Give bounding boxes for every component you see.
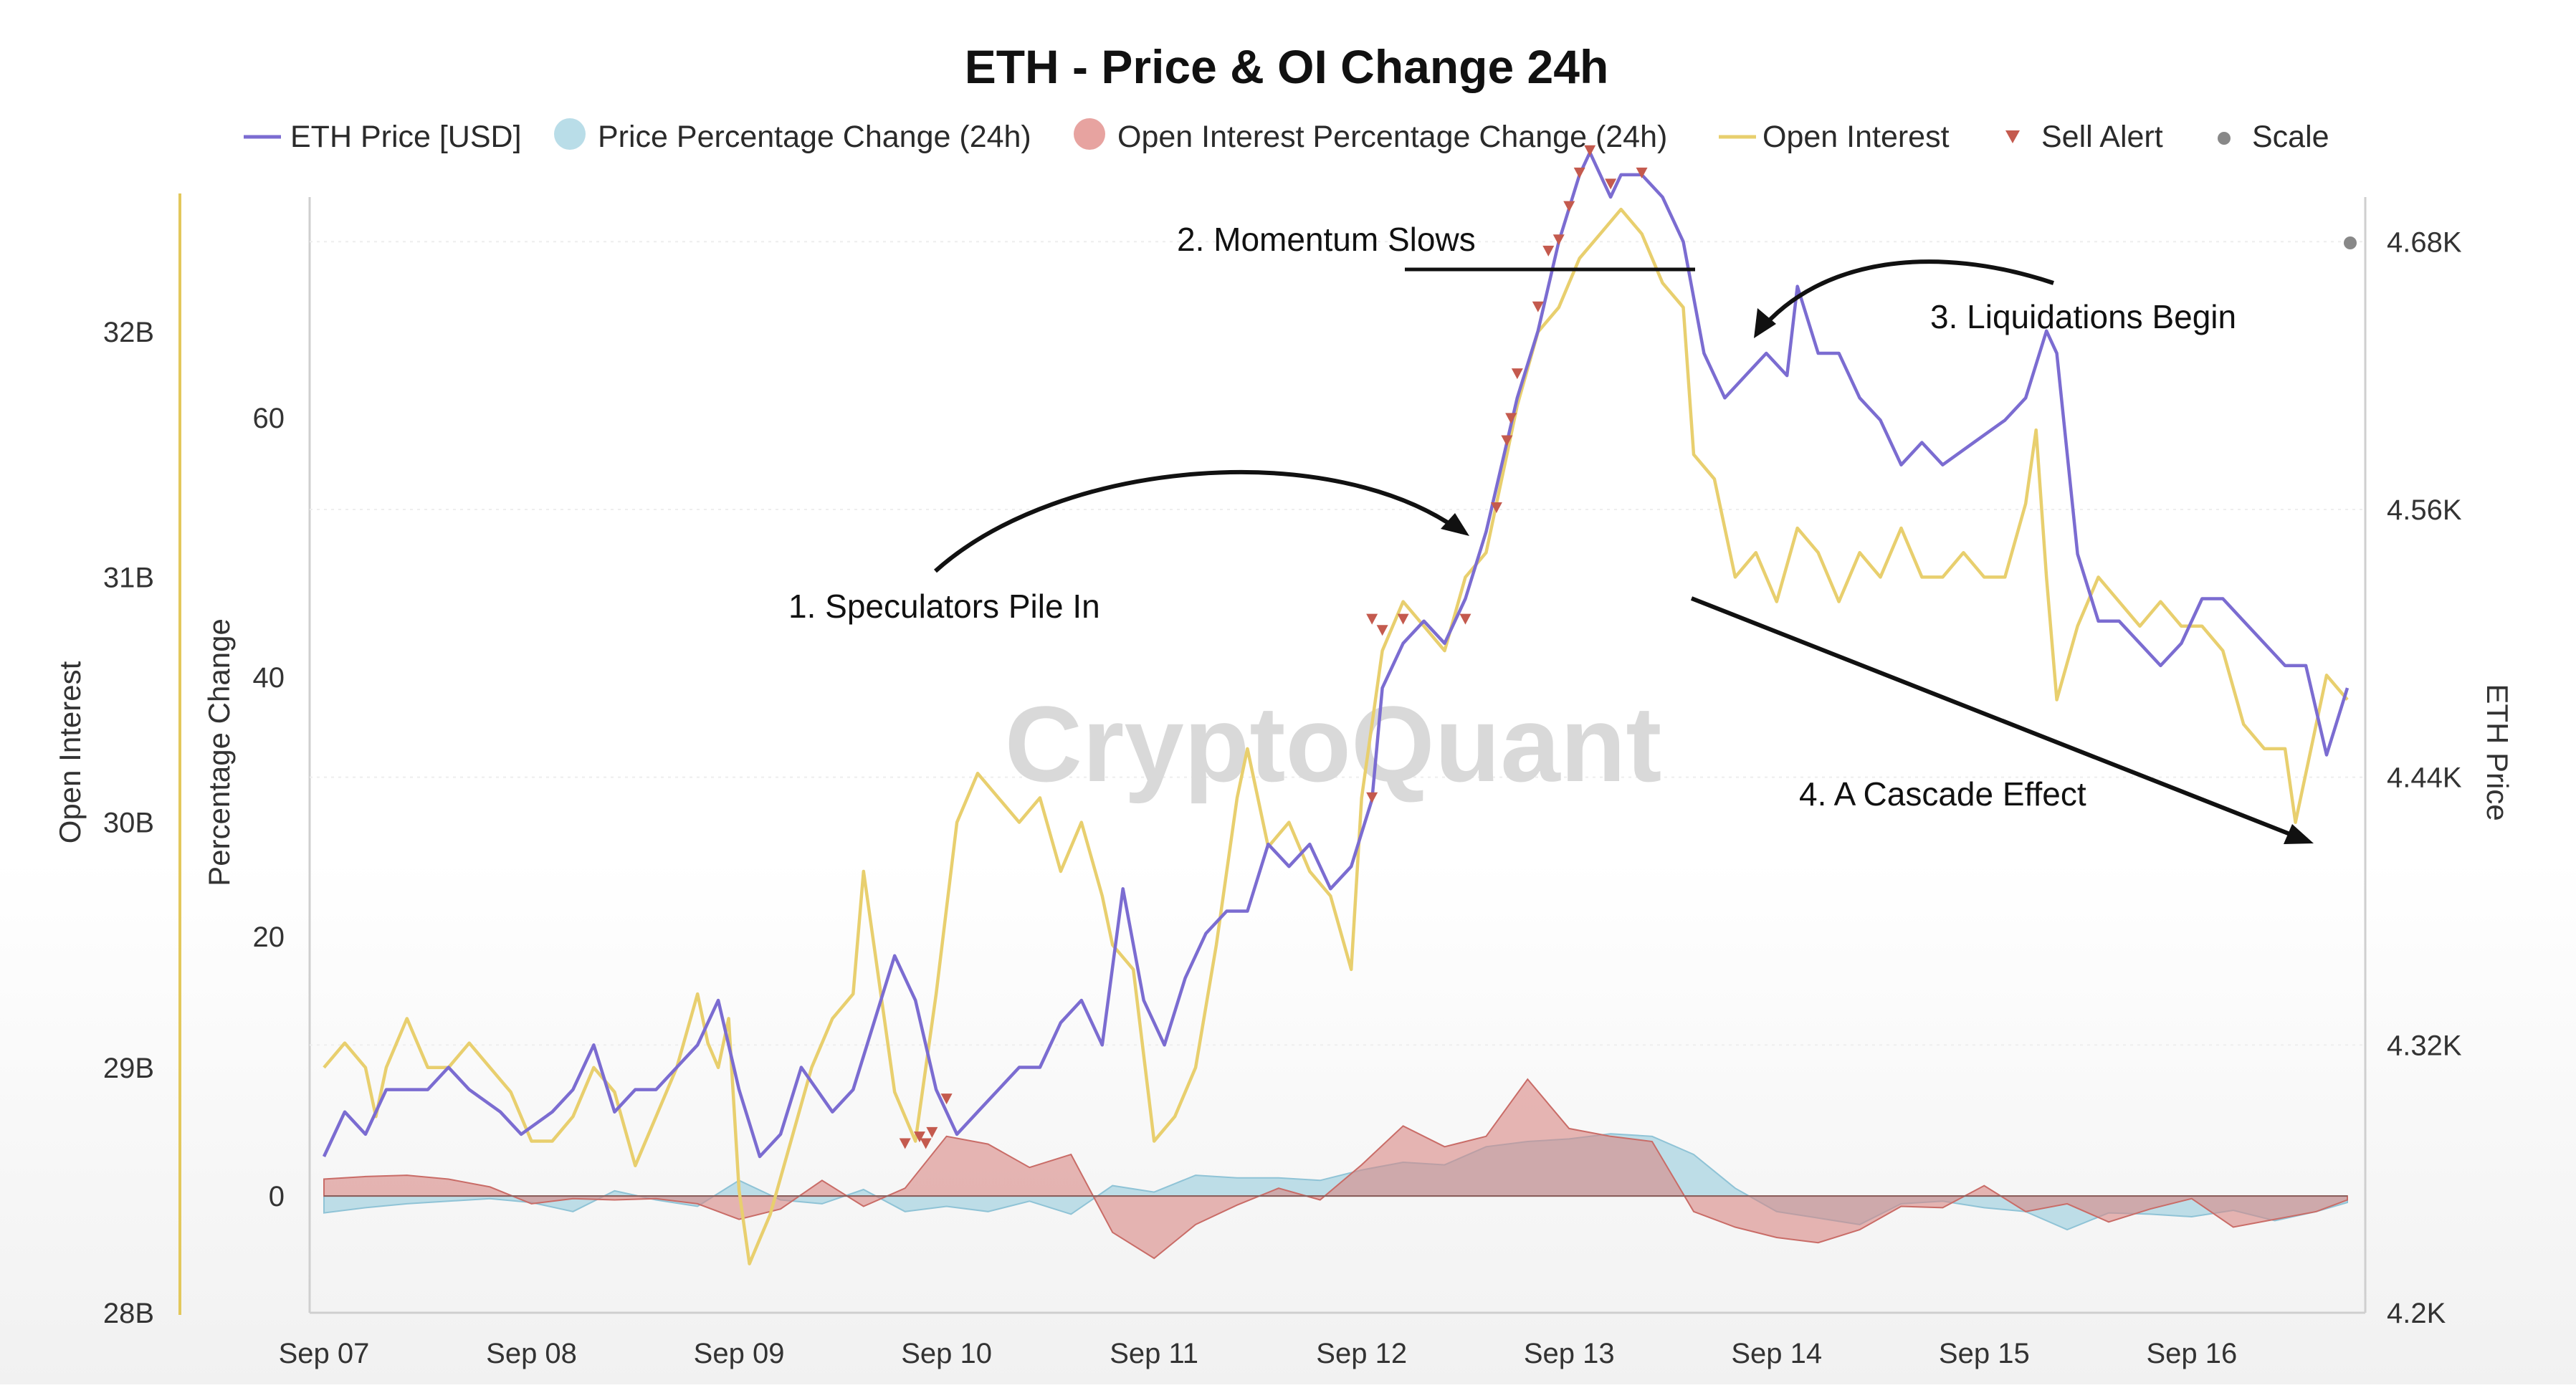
sell-alert-marker [1584,145,1596,156]
area-price-pct-change [323,1133,2348,1231]
annotation-arrow-cascade [1690,596,2299,839]
tick-label-eth-price: 4.56K [2387,494,2462,526]
y-axis-title-open-interest: Open Interest [53,661,87,843]
legend-item-price-pct[interactable]: Price Percentage Change (24h) [554,118,1031,154]
eth-price-axis-ticks: 4.2K 4.32K 4.44K 4.56K 4.68K [2387,226,2462,1329]
sell-alert-marker [899,1138,911,1149]
sell-alert-marker [1459,613,1471,625]
series-lines [322,150,2350,1265]
annotation-speculators: 1. Speculators Pile In [788,588,1100,625]
legend-marker-sell-alert [2005,130,2020,143]
legend-item-scale[interactable]: Scale [2218,120,2329,154]
sell-alert-marker [1573,167,1585,178]
annotation-cascade: 4. A Cascade Effect [1799,775,2086,813]
chart-title: ETH - Price & OI Change 24h [965,40,1609,93]
tick-label-eth-price: 4.32K [2387,1030,2462,1061]
watermark: CryptoQuant [1005,684,1662,804]
sell-alert-marker [926,1126,938,1138]
annotation-momentum: 2. Momentum Slows [1177,221,1476,258]
tick-label-eth-price: 4.44K [2387,762,2462,794]
tick-label-open-interest: 29B [103,1053,154,1084]
sell-alerts [899,145,1648,1149]
pct-change-areas [323,1078,2348,1260]
legend-label-sell-alert: Sell Alert [2041,120,2163,154]
legend-label-price-pct: Price Percentage Change (24h) [598,120,1031,154]
sell-alert-marker [1532,301,1544,312]
tick-label-eth-price: 4.2K [2387,1298,2446,1329]
sell-alert-marker [1605,178,1617,190]
legend-item-oi-pct[interactable]: Open Interest Percentage Change (24h) [1074,118,1667,154]
annotation-arrowhead-cascade [2284,824,2314,844]
tick-label-date: Sep 09 [694,1338,785,1369]
legend-item-open-interest[interactable]: Open Interest [1719,120,1950,154]
line-open-interest [323,207,2349,1265]
tick-label-open-interest: 28B [103,1298,154,1329]
sell-alert-marker [1501,435,1513,446]
tick-label-date: Sep 08 [486,1338,577,1369]
sell-alert-marker [1542,245,1555,257]
annotation-liquidations: 3. Liquidations Begin [1930,298,2236,335]
tick-label-open-interest: 31B [103,562,154,593]
legend-item-sell-alert[interactable]: Sell Alert [2005,120,2163,154]
tick-label-open-interest: 30B [103,808,154,839]
date-axis-ticks: Sep 07 Sep 08 Sep 09 Sep 10 Sep 11 Sep 12 Sep … [279,1338,2238,1369]
sell-alert-marker [920,1138,932,1149]
annotations: 1. Speculators Pile In 2. Momentum Slows… [788,221,2314,844]
tick-label-eth-price: 4.68K [2387,226,2462,258]
legend-marker-oi-pct [1074,118,1105,150]
legend-label-scale: Scale [2252,120,2329,154]
sell-alert-marker [1366,792,1378,803]
sell-alert-marker [1505,413,1517,424]
sell-alert-marker [1563,201,1575,212]
sell-alert-marker [1511,368,1523,380]
sell-alert-marker [913,1131,925,1143]
tick-label-date: Sep 16 [2146,1338,2237,1369]
tick-label-date: Sep 07 [279,1338,370,1369]
tick-label-date: Sep 15 [1939,1338,2030,1369]
y-axis-title-percentage: Percentage Change [202,618,236,886]
y-axis-title-eth-price: ETH Price [2481,684,2514,820]
legend-marker-scale [2218,132,2231,145]
legend-marker-price-pct [554,118,586,150]
legend-label-eth-price: ETH Price [USD] [290,120,522,154]
tick-label-date: Sep 11 [1110,1338,1198,1369]
annotation-arrowhead-liquidations [1754,308,1776,338]
sell-alert-marker [1376,625,1388,636]
sell-alert-marker [1636,167,1648,178]
tick-label-date: Sep 12 [1316,1338,1407,1369]
sell-alert-marker [1397,613,1409,625]
legend-label-open-interest: Open Interest [1762,120,1950,154]
sell-alert-marker [1490,502,1502,513]
annotation-arrow-speculators [933,470,1464,573]
percentage-axis-ticks: 0 20 40 60 [253,403,285,1212]
area-oi-pct-change [323,1078,2348,1260]
tick-label-date: Sep 13 [1524,1338,1615,1369]
legend-item-eth-price[interactable]: ETH Price [USD] [244,120,522,154]
annotation-arrow-liquidations [1757,259,2054,332]
sell-alert-marker [1552,234,1565,246]
tick-label-percentage: 40 [253,662,285,694]
tick-label-open-interest: 32B [103,317,154,348]
tick-label-percentage: 60 [253,403,285,434]
tick-label-percentage: 20 [253,922,285,953]
sell-alert-marker [940,1093,953,1105]
sell-alert-marker [1366,613,1378,625]
tick-label-date: Sep 14 [1731,1338,1822,1369]
scale-dot[interactable] [2344,236,2357,249]
line-eth-price [322,150,2350,1159]
tick-label-date: Sep 10 [901,1338,992,1369]
legend: ETH Price [USD] Price Percentage Change … [244,118,2329,154]
annotation-arrowhead-speculators [1441,513,1469,536]
open-interest-axis-ticks: 28B 29B 30B 31B 32B [103,317,154,1329]
legend-label-oi-pct: Open Interest Percentage Change (24h) [1117,120,1667,154]
tick-label-percentage: 0 [269,1181,285,1212]
